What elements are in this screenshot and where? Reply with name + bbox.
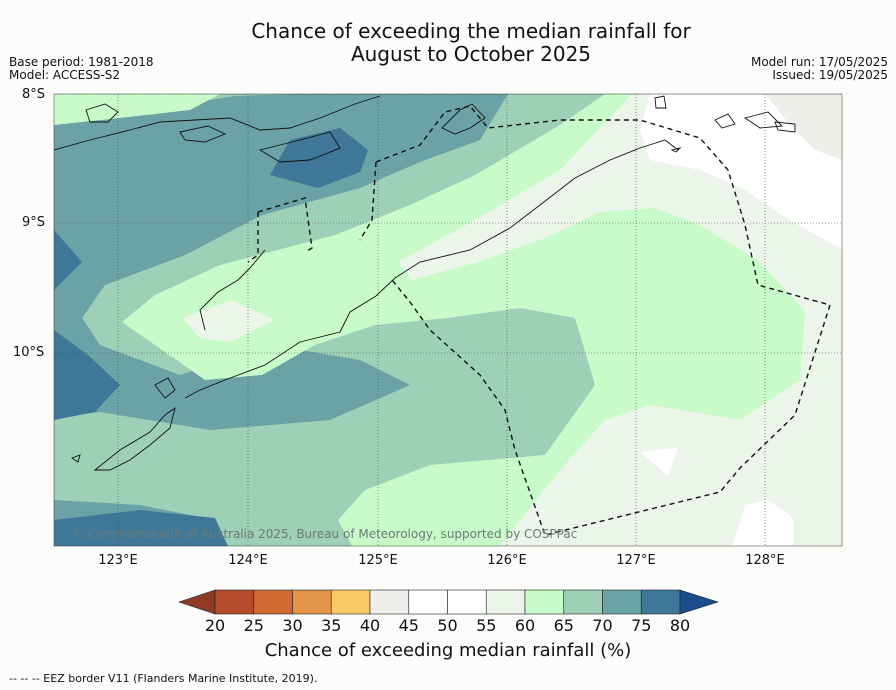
colorbar-below-arrow — [178, 589, 216, 615]
colorbar — [178, 589, 719, 615]
colorbar-swatch — [214, 589, 255, 615]
lat-label-10s: 10°S — [13, 345, 45, 360]
colorbar-tick-label: 35 — [321, 616, 342, 635]
lon-label-125e: 125°E — [358, 553, 398, 568]
zone-75-80-west — [54, 230, 82, 290]
zone-75-80-southwest — [54, 330, 120, 420]
colorbar-tick-label: 20 — [204, 616, 226, 635]
title-line-2: August to October 2025 — [350, 42, 592, 66]
zone-45-55-south — [732, 500, 793, 546]
map-frame — [53, 93, 843, 547]
run-info: Model run: 17/05/2025 Issued: 19/05/2025 — [751, 56, 888, 82]
lat-label-9s: 9°S — [22, 215, 46, 230]
rainfall-probability-map — [54, 94, 842, 546]
lon-label-128e: 128°E — [745, 553, 785, 568]
colorbar-tick-label: 40 — [359, 616, 381, 635]
colorbar-tick-label: 70 — [592, 616, 613, 635]
colorbar-swatch — [485, 589, 526, 615]
colorbar-swatch — [408, 589, 448, 615]
colorbar-swatch — [524, 589, 565, 615]
colorbar-tick-label: 50 — [437, 616, 458, 635]
copyright-notice: © Commonwealth of Australia 2025, Bureau… — [72, 527, 578, 541]
coastlines — [54, 95, 796, 471]
zone-45-55 — [640, 94, 842, 250]
lon-label-126e: 126°E — [487, 553, 527, 568]
zone-45-55-small — [640, 448, 678, 476]
model-run: Model run: 17/05/2025 — [750, 55, 888, 69]
colorbar-tick-label: 60 — [514, 616, 536, 635]
lon-label-124e: 124°E — [228, 553, 268, 568]
colorbar-swatch — [447, 589, 487, 615]
model-name: Model: ACCESS-S2 — [9, 68, 121, 82]
base-period: Base period: 1981-2018 — [9, 55, 154, 69]
colorbar-tick-label: 65 — [553, 616, 574, 635]
colorbar-swatch — [563, 589, 603, 615]
zone-60-65-north — [54, 94, 220, 125]
zone-55-60 — [398, 94, 842, 546]
colorbar-tick-label: 75 — [631, 616, 652, 635]
colorbar-swatch — [292, 589, 332, 615]
colorbar-swatch — [602, 589, 642, 615]
lat-label-8s: 8°S — [22, 87, 46, 102]
colorbar-above-arrow — [679, 589, 719, 615]
zone-75-80-north — [270, 128, 368, 188]
eez-footnote: -- -- -- EEZ border V11 (Flanders Marine… — [9, 672, 318, 685]
colorbar-swatch — [640, 589, 681, 615]
colorbar-swatch — [330, 589, 371, 615]
colorbar-swatch — [253, 589, 293, 615]
model-info: Base period: 1981-2018 Model: ACCESS-S2 — [9, 56, 154, 82]
lon-label-127e: 127°E — [616, 553, 656, 568]
colorbar-swatch — [369, 589, 410, 615]
eez-border — [247, 105, 831, 536]
lon-label-123e: 123°E — [98, 553, 138, 568]
zone-75-80-south — [54, 510, 228, 546]
zone-55-60-island — [182, 300, 274, 342]
chart-title: Chance of exceeding the median rainfall … — [0, 20, 896, 66]
title-line-1: Chance of exceeding the median rainfall … — [251, 19, 691, 43]
issued-date: Issued: 19/05/2025 — [772, 68, 888, 82]
colorbar-tick-label: 80 — [669, 616, 691, 635]
colorbar-label: Chance of exceeding median rainfall (%) — [264, 640, 632, 661]
gridlines — [54, 94, 842, 546]
colorbar-tick-label: 25 — [243, 616, 264, 635]
zone-40-45 — [765, 94, 842, 160]
colorbar-tick-label: 45 — [398, 616, 419, 635]
colorbar-tick-label: 30 — [282, 616, 303, 635]
colorbar-tick-label: 55 — [476, 616, 497, 635]
